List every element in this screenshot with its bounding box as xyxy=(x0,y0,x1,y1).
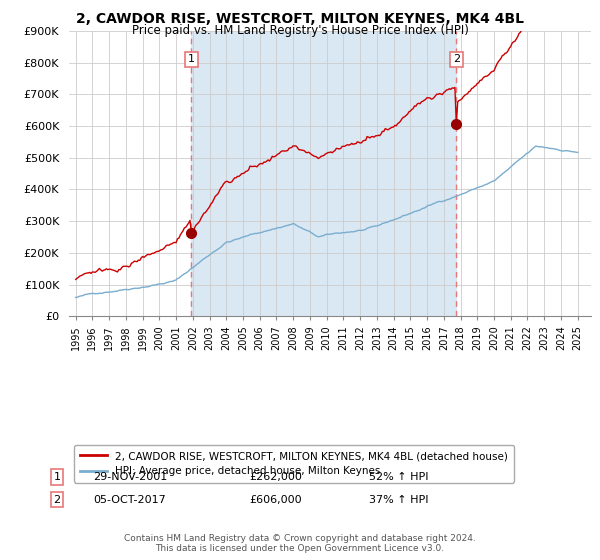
Text: 05-OCT-2017: 05-OCT-2017 xyxy=(93,494,166,505)
Bar xyxy=(191,31,457,316)
Text: 2: 2 xyxy=(53,494,61,505)
Text: Contains HM Land Registry data © Crown copyright and database right 2024.
This d: Contains HM Land Registry data © Crown c… xyxy=(124,534,476,553)
Text: £606,000: £606,000 xyxy=(249,494,302,505)
Text: 2, CAWDOR RISE, WESTCROFT, MILTON KEYNES, MK4 4BL: 2, CAWDOR RISE, WESTCROFT, MILTON KEYNES… xyxy=(76,12,524,26)
Legend: 2, CAWDOR RISE, WESTCROFT, MILTON KEYNES, MK4 4BL (detached house), HPI: Average: 2, CAWDOR RISE, WESTCROFT, MILTON KEYNES… xyxy=(74,445,514,483)
Text: 37% ↑ HPI: 37% ↑ HPI xyxy=(369,494,428,505)
Text: 1: 1 xyxy=(53,472,61,482)
Text: Price paid vs. HM Land Registry's House Price Index (HPI): Price paid vs. HM Land Registry's House … xyxy=(131,24,469,36)
Text: 1: 1 xyxy=(188,54,195,64)
Text: 2: 2 xyxy=(453,54,460,64)
Text: 29-NOV-2001: 29-NOV-2001 xyxy=(93,472,167,482)
Text: £262,000: £262,000 xyxy=(249,472,302,482)
Text: 52% ↑ HPI: 52% ↑ HPI xyxy=(369,472,428,482)
